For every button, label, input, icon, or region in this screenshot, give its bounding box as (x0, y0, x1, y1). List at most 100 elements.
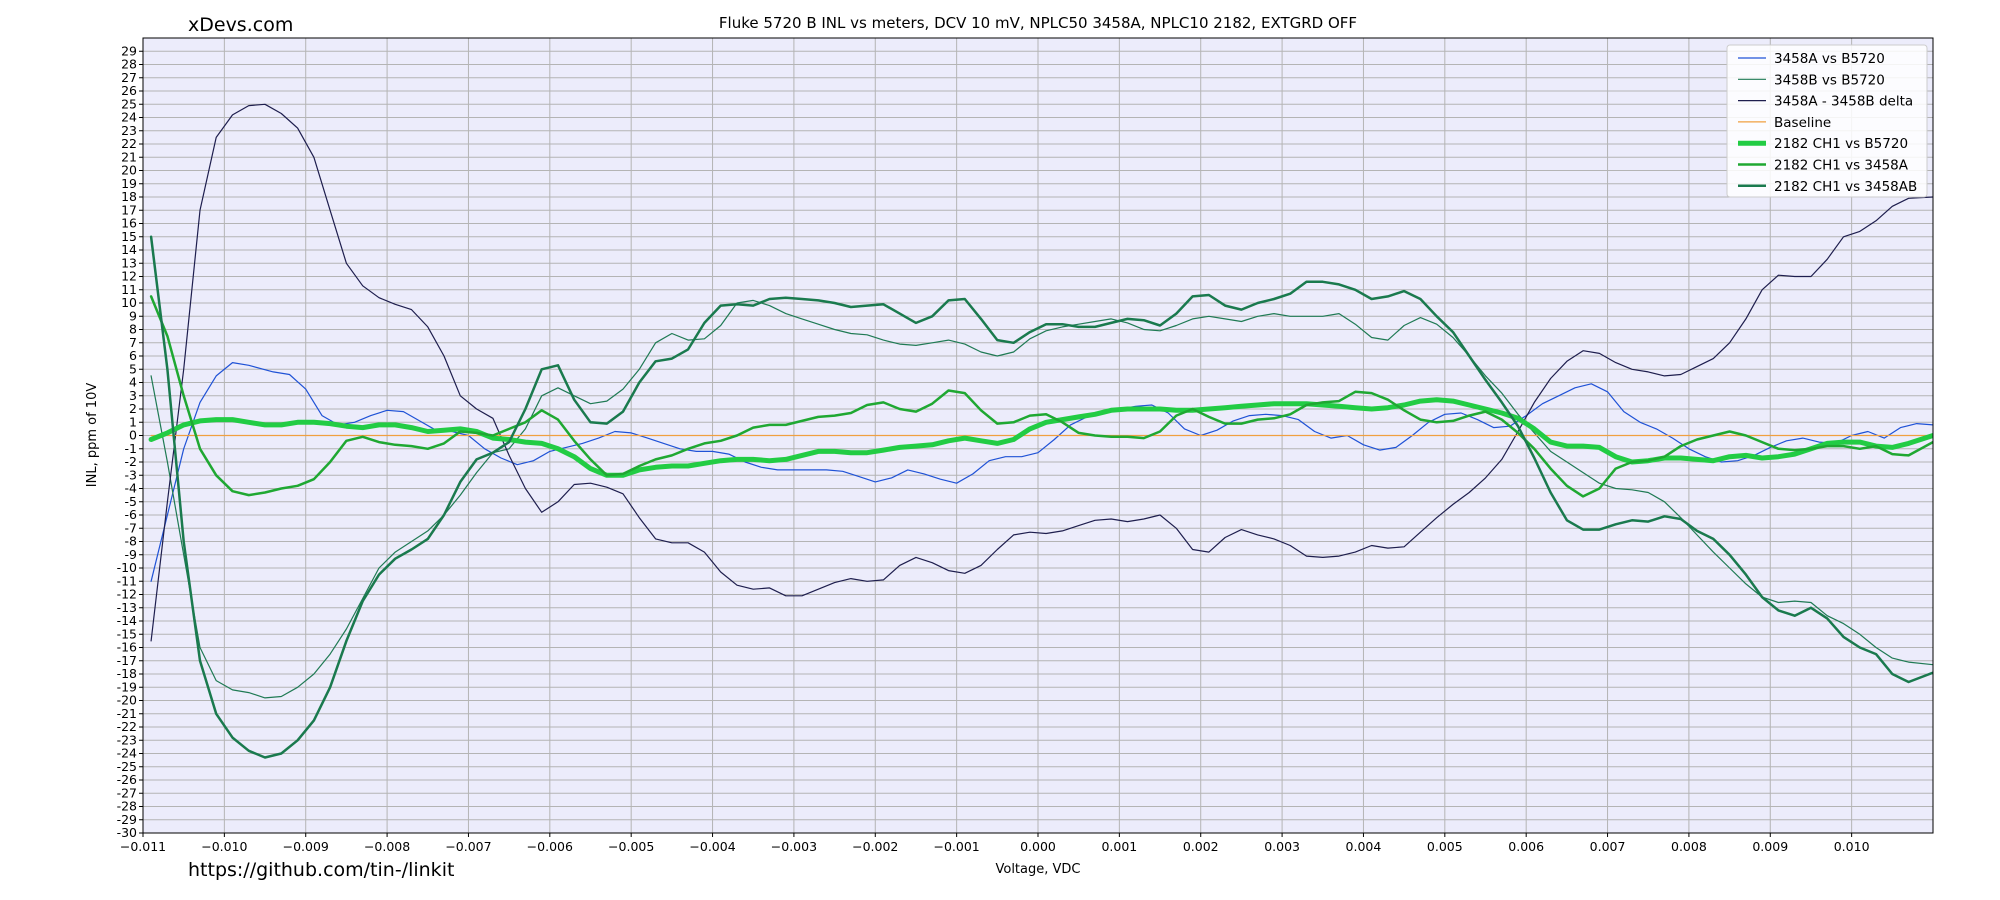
y-tick-label: -2 (125, 454, 137, 469)
y-tick-label: -9 (125, 547, 138, 562)
series-line-5 (149, 295, 1933, 498)
y-tick-label: 17 (121, 202, 137, 217)
y-tick-label: 20 (121, 163, 137, 178)
y-tick-label: 12 (121, 269, 137, 284)
y-tick-label: 11 (121, 282, 137, 297)
x-tick-label: −0.007 (445, 839, 491, 854)
y-tick-label: -21 (117, 706, 137, 721)
y-tick-label: -19 (117, 679, 137, 694)
y-tick-label: -29 (117, 812, 137, 827)
y-tick-label: 25 (121, 96, 137, 111)
y-tick-label: -27 (117, 785, 137, 800)
legend-label: 3458B vs B5720 (1774, 72, 1885, 88)
x-tick-label: 0.003 (1264, 839, 1300, 854)
watermark-url: https://github.com/tin-/linkit (188, 859, 454, 881)
y-tick-label: 10 (121, 295, 137, 310)
legend-label: 2182 CH1 vs 3458A (1774, 158, 1909, 174)
x-axis-label: Voltage, VDC (995, 862, 1080, 877)
y-axis-label: INL, ppm of 10V (85, 383, 100, 488)
y-tick-label: -28 (117, 799, 137, 814)
y-tick-label: 28 (121, 57, 137, 72)
y-tick-label: 1 (129, 414, 137, 429)
x-tick-label: −0.009 (283, 839, 329, 854)
tick-layer: 2928272625242322212019181716151413121110… (117, 43, 1870, 854)
legend-label: Baseline (1774, 115, 1831, 131)
y-tick-label: -23 (117, 732, 137, 747)
y-tick-label: -13 (117, 600, 137, 615)
legend-label: 3458A - 3458B delta (1774, 94, 1913, 110)
y-tick-label: -22 (117, 719, 137, 734)
y-tick-label: -17 (117, 653, 137, 668)
y-tick-label: -1 (125, 441, 137, 456)
y-tick-label: -30 (117, 825, 137, 840)
y-tick-label: -14 (117, 613, 137, 628)
y-tick-label: 24 (121, 110, 137, 125)
x-tick-label: 0.008 (1671, 839, 1707, 854)
x-tick-label: −0.010 (201, 839, 247, 854)
y-tick-label: -16 (117, 640, 137, 655)
y-tick-label: -7 (125, 520, 137, 535)
x-tick-label: −0.011 (120, 839, 166, 854)
y-tick-label: -8 (125, 534, 138, 549)
y-tick-label: 13 (121, 255, 137, 270)
x-tick-label: 0.000 (1020, 839, 1056, 854)
y-tick-label: -24 (117, 746, 137, 761)
series-line-2 (150, 103, 1933, 642)
x-tick-label: −0.003 (771, 839, 817, 854)
x-tick-label: 0.010 (1834, 839, 1870, 854)
x-tick-label: 0.004 (1346, 839, 1382, 854)
x-tick-label: −0.002 (852, 839, 898, 854)
y-tick-label: -18 (117, 666, 137, 681)
y-tick-label: -5 (125, 494, 137, 509)
x-tick-label: −0.001 (934, 839, 980, 854)
y-tick-label: 2 (129, 401, 137, 416)
series-layer (148, 103, 1933, 759)
y-tick-label: 26 (121, 83, 137, 98)
series-line-4 (148, 397, 1933, 478)
y-tick-label: 6 (129, 348, 137, 363)
legend-label: 2182 CH1 vs 3458AB (1774, 179, 1917, 195)
y-tick-label: 9 (129, 308, 137, 323)
legend-label: 2182 CH1 vs B5720 (1774, 136, 1908, 152)
y-tick-label: 29 (121, 43, 137, 58)
legend-label: 3458A vs B5720 (1774, 51, 1885, 67)
y-tick-label: 19 (121, 176, 137, 191)
y-tick-label: -6 (125, 507, 138, 522)
x-tick-label: −0.004 (689, 839, 735, 854)
y-tick-label: -3 (125, 467, 137, 482)
chart-title: Fluke 5720 B INL vs meters, DCV 10 mV, N… (719, 14, 1357, 32)
x-tick-label: 0.002 (1183, 839, 1219, 854)
y-tick-label: -12 (117, 587, 137, 602)
legend: 3458A vs B5720 3458B vs B5720 3458A - 3458… (1726, 44, 1928, 198)
series-line-6 (149, 235, 1933, 759)
y-tick-label: -15 (117, 626, 137, 641)
x-tick-label: 0.001 (1101, 839, 1137, 854)
y-tick-label: -25 (117, 759, 137, 774)
y-tick-label: -4 (125, 481, 138, 496)
y-tick-label: -10 (117, 560, 137, 575)
y-tick-label: 4 (129, 375, 137, 390)
y-tick-label: -20 (117, 693, 137, 708)
y-tick-label: -26 (117, 772, 137, 787)
x-tick-label: −0.005 (608, 839, 654, 854)
y-tick-label: 23 (121, 123, 137, 138)
y-tick-label: 21 (121, 149, 137, 164)
y-tick-label: 16 (121, 216, 137, 231)
x-tick-label: 0.006 (1508, 839, 1544, 854)
y-tick-label: 0 (129, 428, 137, 443)
y-tick-label: 22 (121, 136, 137, 151)
series-line-0 (150, 362, 1933, 582)
watermark-site: xDevs.com (188, 14, 293, 36)
x-tick-label: −0.006 (527, 839, 573, 854)
y-tick-label: 5 (129, 361, 137, 376)
y-tick-label: 15 (121, 229, 137, 244)
legend-box (1726, 44, 1928, 198)
y-tick-label: 7 (129, 335, 137, 350)
x-tick-label: −0.008 (364, 839, 410, 854)
x-tick-label: 0.009 (1752, 839, 1788, 854)
x-tick-label: 0.007 (1590, 839, 1626, 854)
y-tick-label: 8 (129, 322, 137, 337)
x-tick-label: 0.005 (1427, 839, 1463, 854)
y-tick-label: -11 (117, 573, 137, 588)
